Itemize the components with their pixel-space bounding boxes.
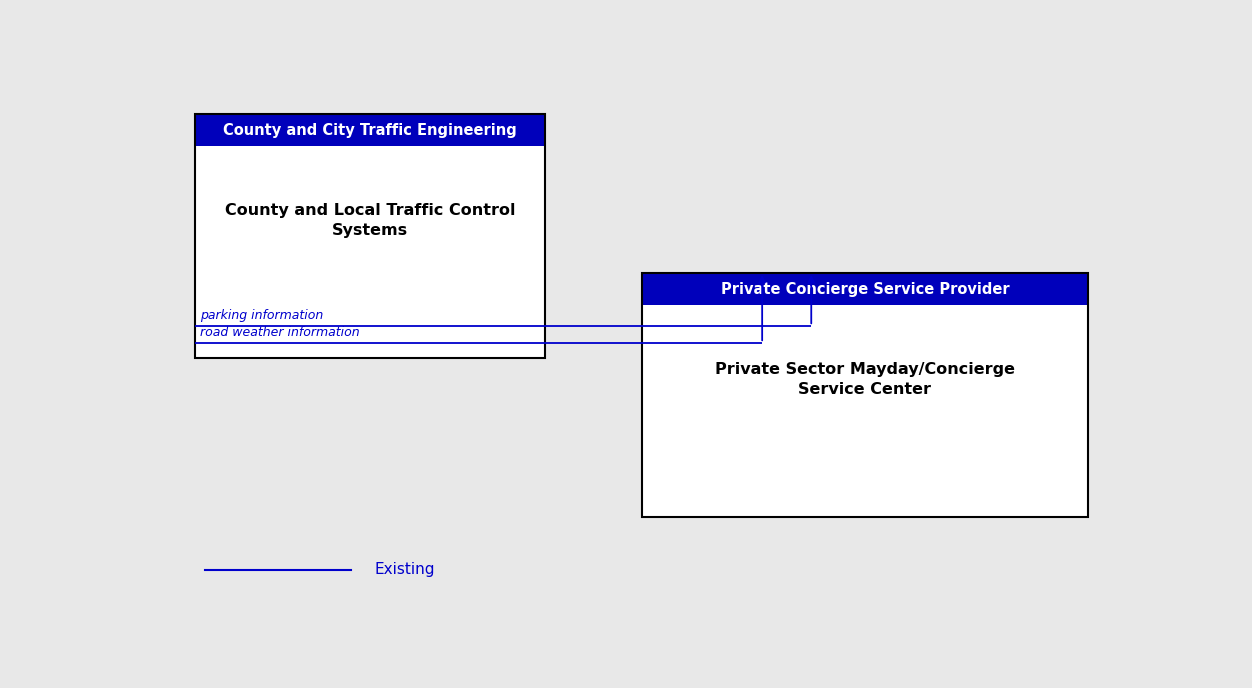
Text: parking information: parking information xyxy=(200,309,323,322)
Text: Private Concierge Service Provider: Private Concierge Service Provider xyxy=(720,281,1009,297)
Bar xyxy=(195,146,545,358)
Text: Private Sector Mayday/Concierge
Service Center: Private Sector Mayday/Concierge Service … xyxy=(715,362,1015,396)
Text: Existing: Existing xyxy=(374,562,436,577)
Bar xyxy=(641,273,1088,517)
Text: County and Local Traffic Control
Systems: County and Local Traffic Control Systems xyxy=(224,203,516,237)
Bar xyxy=(641,305,1088,517)
Bar xyxy=(195,114,545,146)
Text: County and City Traffic Engineering: County and City Traffic Engineering xyxy=(223,122,517,138)
Bar xyxy=(641,273,1088,305)
Text: road weather information: road weather information xyxy=(200,326,359,339)
Bar xyxy=(195,114,545,358)
